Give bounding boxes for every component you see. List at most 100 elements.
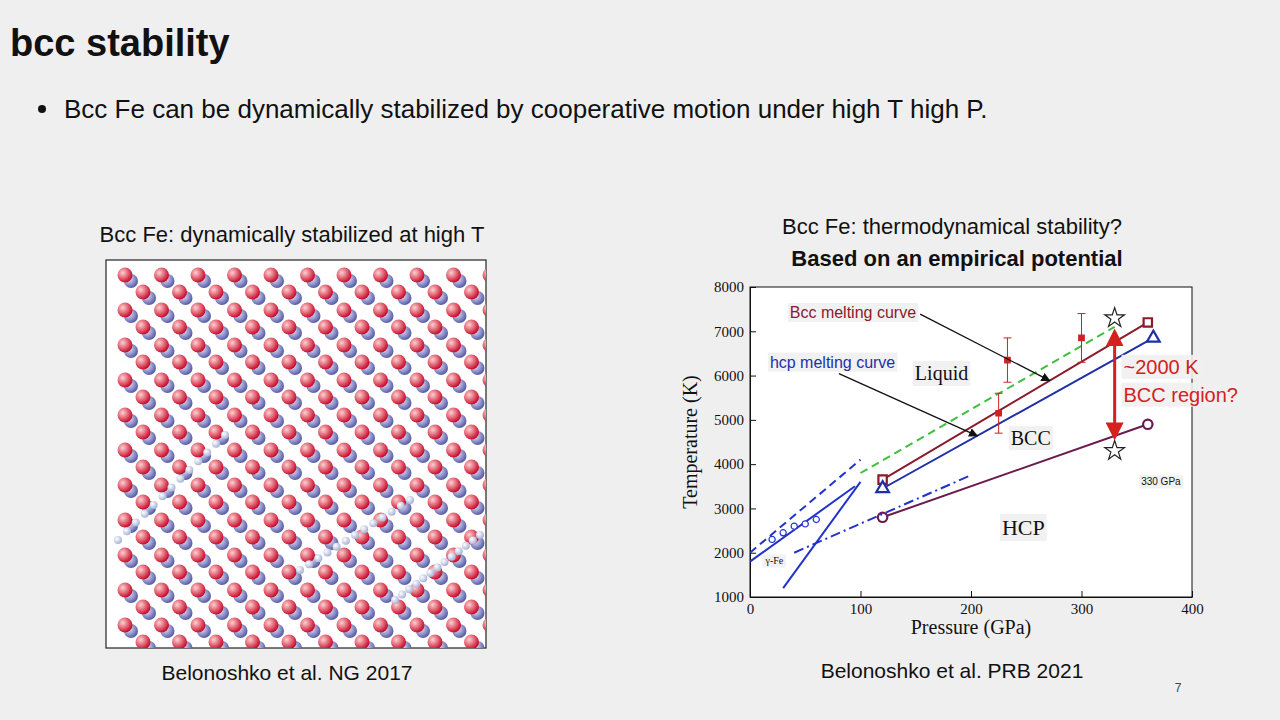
atom-part [154, 408, 169, 423]
atom-part [337, 268, 352, 283]
series-marker [769, 536, 775, 542]
atom-part [464, 355, 479, 370]
atom-part [428, 355, 443, 370]
bullet-dot [38, 105, 46, 113]
atom-part [318, 425, 333, 440]
atom-part [227, 408, 242, 423]
atom-part [428, 530, 443, 545]
plot-frame [750, 287, 1192, 597]
atom-part [318, 565, 333, 580]
tick-mark [750, 331, 756, 332]
atom-part [483, 373, 487, 388]
chain-atom [388, 508, 396, 516]
annotation-group: 330 GPa [1139, 475, 1183, 488]
atom-part [227, 373, 242, 388]
atom-part [282, 320, 297, 335]
atom-part [118, 478, 133, 493]
atom-part [483, 548, 487, 563]
tick-label: 8000 [714, 279, 744, 295]
atom-part [373, 303, 388, 318]
tick-label: 7000 [714, 324, 744, 340]
page-number: 7 [1175, 681, 1182, 695]
atom-part [300, 478, 315, 493]
annotation: HCP [1002, 515, 1045, 540]
atom-part [191, 443, 206, 458]
chain-atom [333, 543, 341, 551]
atom-part [118, 548, 133, 563]
atom-part [209, 600, 224, 615]
series-line [783, 482, 860, 588]
atoms [114, 268, 486, 649]
atom-part [483, 303, 487, 318]
atom-part [446, 443, 461, 458]
atom-part [337, 373, 352, 388]
series-marker [1147, 331, 1160, 342]
atom-part [172, 600, 187, 615]
label-patch [762, 554, 785, 567]
atom-part [172, 390, 187, 405]
atom-part [282, 600, 297, 615]
atom-part [373, 583, 388, 598]
tick-label: 5000 [714, 412, 744, 428]
annotation-group: BCC [1009, 426, 1053, 450]
atom-part [318, 635, 333, 649]
atom-part [410, 373, 425, 388]
series-line [794, 475, 971, 553]
tick-mark [861, 591, 862, 597]
atom-part [373, 338, 388, 353]
atom-part [118, 408, 133, 423]
error-bar [995, 393, 1003, 433]
atom-part [446, 478, 461, 493]
tick: 300 [1071, 591, 1094, 617]
atom-part [209, 460, 224, 475]
snapshot-frame [106, 260, 486, 648]
atom-part [428, 495, 443, 510]
chain-atom [397, 502, 405, 510]
tick-mark [750, 376, 756, 377]
atom-part [172, 355, 187, 370]
chain-atom [351, 531, 359, 539]
atom-part [118, 268, 133, 283]
atom-part [446, 338, 461, 353]
atom-part [300, 373, 315, 388]
chain-atom [159, 492, 167, 500]
atom-part [209, 565, 224, 580]
atom-part [245, 600, 260, 615]
chain-atom [114, 536, 122, 544]
atom-part [410, 548, 425, 563]
atom-part [118, 583, 133, 598]
atom-part [136, 565, 151, 580]
atom-part [337, 583, 352, 598]
atom-part [337, 408, 352, 423]
atom-part [227, 583, 242, 598]
atom-part [446, 373, 461, 388]
atom-part [391, 425, 406, 440]
atom-part [172, 565, 187, 580]
chart-labels: Bcc melting curvehcp melting curveLiquid… [762, 303, 1240, 567]
atom-part [264, 478, 279, 493]
atom-part [264, 338, 279, 353]
atom-part [428, 425, 443, 440]
atom-part [245, 320, 260, 335]
atom-part [355, 460, 370, 475]
series-marker [802, 521, 808, 527]
atom-part [446, 583, 461, 598]
atom-part [227, 338, 242, 353]
atom-part [446, 268, 461, 283]
atom-part [355, 320, 370, 335]
tick-mark [750, 464, 756, 465]
series-marker [1079, 335, 1084, 340]
chain-atom [448, 553, 456, 561]
atom-part [264, 373, 279, 388]
atom-part [172, 460, 187, 475]
plot-area [750, 287, 1192, 597]
atom-part [446, 513, 461, 528]
atom-part [282, 285, 297, 300]
chain-atom [469, 536, 477, 544]
tick: 100 [850, 591, 873, 617]
label-patch [1121, 355, 1201, 379]
atom-part [428, 460, 443, 475]
chain-atom [406, 496, 414, 504]
atom-part [282, 355, 297, 370]
atom-part [227, 443, 242, 458]
